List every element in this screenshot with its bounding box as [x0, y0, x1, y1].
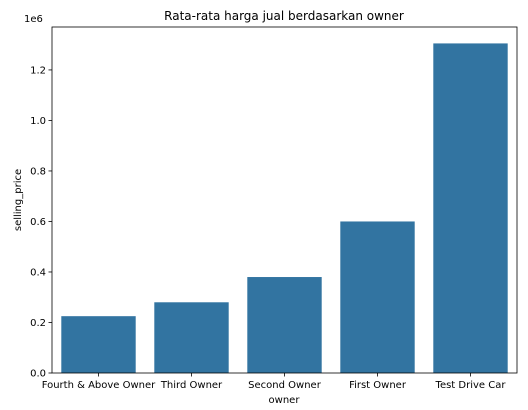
x-tick-label: Second Owner: [248, 380, 322, 391]
y-tick-label: 0.6: [30, 217, 46, 228]
bar-1: [154, 302, 229, 373]
y-tick-label: 0.4: [30, 267, 46, 278]
y-axis-ticks: 0.0 0.2 0.4 0.6 0.8 1.0 1.2: [30, 65, 52, 380]
y-tick-label: 0.2: [30, 318, 46, 329]
bars-group: [61, 43, 508, 374]
x-tick-label: Test Drive Car: [435, 380, 507, 391]
bar-3: [340, 221, 415, 373]
x-tick-label: First Owner: [349, 380, 407, 391]
bar-4: [433, 43, 508, 374]
plot-frame: [51, 26, 518, 374]
y-tick-label: 0.8: [30, 166, 46, 177]
x-tick-label: Fourth & Above Owner: [42, 380, 156, 391]
y-offset-text: 1e6: [24, 14, 43, 25]
x-axis-label: owner: [269, 395, 301, 406]
bar-0: [61, 316, 136, 373]
y-axis-label: selling_price: [13, 169, 24, 231]
x-tick-label: Third Owner: [160, 380, 223, 391]
y-tick-label: 0.0: [30, 369, 46, 380]
y-tick-label: 1.0: [30, 116, 46, 127]
bar-2: [247, 277, 322, 373]
x-axis-ticks: Fourth & Above Owner Third Owner Second Ow…: [42, 373, 507, 391]
y-tick-label: 1.2: [30, 65, 46, 76]
chart-title: Rata-rata harga jual berdasarkan owner: [164, 9, 404, 23]
